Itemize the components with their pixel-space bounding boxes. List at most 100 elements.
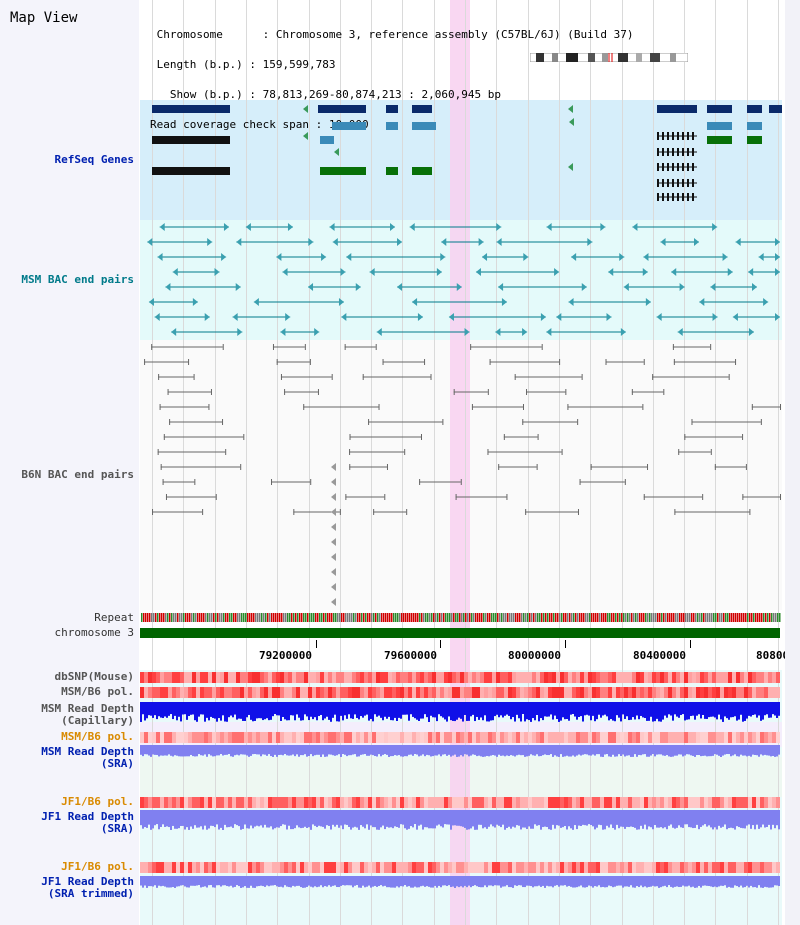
repeat-mark: [169, 613, 171, 622]
bac-end: [674, 509, 676, 515]
depth-bar: [150, 810, 152, 830]
depth-bar: [606, 810, 608, 826]
jf1-pol-cell: [460, 797, 464, 808]
repeat-mark: [567, 613, 569, 622]
depth-bar: [750, 810, 752, 829]
depth-bar: [428, 745, 430, 756]
depth-bar: [458, 876, 460, 888]
repeat-mark: [331, 613, 333, 622]
depth-bar: [556, 876, 558, 886]
dbsnp-cell: [572, 672, 576, 683]
depth-bar: [378, 876, 380, 886]
bac-end: [710, 449, 712, 455]
depth-bar: [434, 702, 436, 718]
repeat-mark: [371, 613, 373, 622]
depth-bar: [498, 745, 500, 755]
depth-bar: [394, 745, 396, 756]
repeat-mark: [679, 613, 681, 622]
msm-pol-cell: [244, 687, 248, 698]
msm-pol-cell: [580, 687, 584, 698]
repeat-mark: [581, 613, 583, 622]
depth-bar: [682, 876, 684, 886]
depth-bar: [250, 876, 252, 886]
jf1-pol-cell: [228, 862, 232, 873]
bac-end: [760, 419, 762, 425]
jf1-pol-cell: [320, 862, 324, 873]
jf1-pol-cell: [232, 862, 236, 873]
depth-bar: [742, 702, 744, 722]
jf1-pol-cell: [328, 797, 332, 808]
bac-end: [436, 268, 442, 276]
repeat-mark: [251, 613, 253, 622]
depth-bar: [246, 810, 248, 829]
depth-bar: [142, 876, 144, 888]
depth-bar: [590, 876, 592, 887]
repeat-mark: [575, 613, 577, 622]
dbsnp-cell: [476, 672, 480, 683]
bac-end: [526, 389, 528, 395]
depth-bar: [294, 702, 296, 721]
depth-bar: [558, 810, 560, 826]
depth-bar: [202, 702, 204, 715]
depth-bar: [584, 810, 586, 826]
depth-bar: [220, 745, 222, 755]
depth-bar: [454, 745, 456, 755]
depth-bar: [564, 810, 566, 827]
jf1-pol-cell: [532, 862, 536, 873]
depth-bar: [380, 702, 382, 718]
chromosome-ideogram[interactable]: [530, 53, 688, 62]
repeat-mark: [245, 613, 247, 622]
depth-bar: [394, 702, 396, 718]
bac-end: [523, 253, 529, 261]
msm-pol-cell: [560, 732, 564, 743]
bac-end: [647, 464, 649, 470]
msm-pol-cell: [552, 732, 556, 743]
depth-bar: [666, 702, 668, 718]
depth-bar: [270, 810, 272, 827]
depth-bar: [622, 702, 624, 715]
depth-bar: [512, 876, 514, 888]
msm-pol-cell: [180, 687, 184, 698]
msm-pol-cell: [204, 732, 208, 743]
jf1-pol-cell: [296, 797, 300, 808]
msm-pol-cell: [676, 732, 680, 743]
msm-pol-cell: [656, 687, 660, 698]
depth-bar: [244, 745, 246, 755]
depth-bar: [252, 745, 254, 755]
depth-bar: [386, 810, 388, 827]
depth-bar: [432, 702, 434, 718]
depth-bar: [716, 745, 718, 755]
depth-bar: [560, 876, 562, 886]
depth-bar: [186, 745, 188, 757]
depth-bar: [626, 810, 628, 827]
msm-pol-cell: [712, 687, 716, 698]
repeat-mark: [279, 613, 281, 622]
depth-bar: [166, 810, 168, 827]
dbsnp-cell: [300, 672, 304, 683]
depth-bar: [704, 810, 706, 825]
depth-bar: [532, 810, 534, 829]
depth-bar: [354, 876, 356, 886]
gene-exon: [386, 167, 398, 175]
repeat-mark: [141, 613, 143, 622]
depth-bar: [266, 876, 268, 886]
depth-bar: [402, 702, 404, 715]
repeat-mark: [309, 613, 311, 622]
repeat-mark: [345, 613, 347, 622]
jf1-pol-cell: [740, 797, 744, 808]
depth-bar: [214, 810, 216, 828]
depth-bar: [144, 745, 146, 755]
msm-pol-cell: [648, 732, 652, 743]
bac-end: [506, 494, 508, 500]
jf1-pol-cell: [324, 797, 328, 808]
depth-bar: [624, 745, 626, 757]
depth-bar: [778, 810, 780, 830]
dbsnp-cell: [760, 672, 764, 683]
msm-pol-cell: [556, 732, 560, 743]
depth-bar: [432, 810, 434, 829]
depth-bar: [352, 702, 354, 719]
dbsnp-cell: [276, 672, 280, 683]
depth-bar: [188, 810, 190, 830]
depth-bar: [328, 876, 330, 886]
